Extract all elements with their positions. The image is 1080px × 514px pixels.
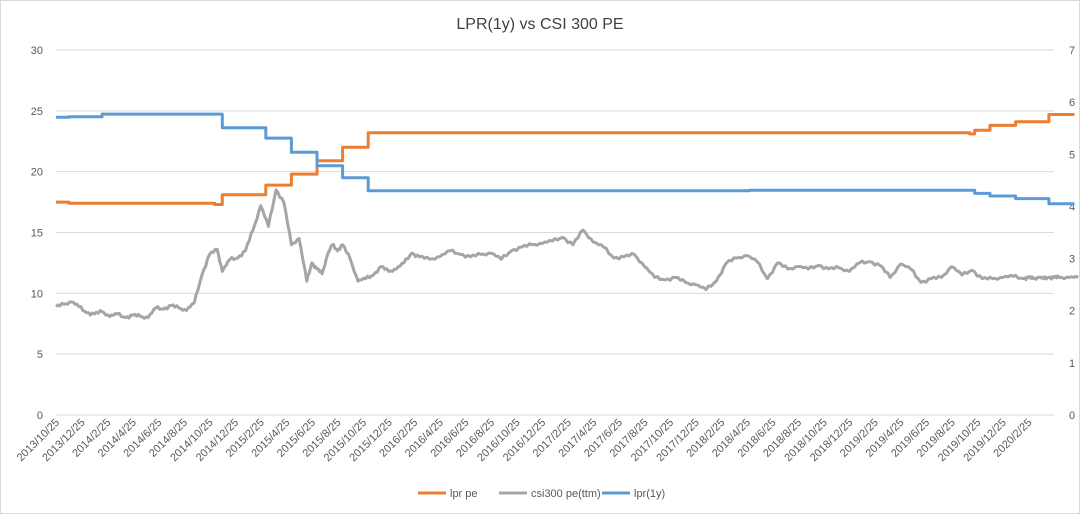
series-lines <box>54 112 1080 320</box>
series-csi300-pe-line <box>54 188 1080 320</box>
y-axis-right: 0 1 2 3 4 5 6 7 <box>1069 45 1075 422</box>
series-lpr-pe-line <box>56 113 1075 206</box>
y-right-tick-label: 6 <box>1069 97 1075 109</box>
y-right-tick-label: 3 <box>1069 254 1075 266</box>
y-left-tick-label: 20 <box>31 167 43 179</box>
y-right-tick-label: 4 <box>1069 201 1075 213</box>
y-right-tick-label: 0 <box>1069 410 1075 422</box>
y-left-tick-label: 5 <box>37 349 43 361</box>
legend-label: csi300 pe(ttm) <box>531 488 601 500</box>
y-right-tick-label: 7 <box>1069 45 1075 57</box>
y-right-tick-label: 2 <box>1069 306 1075 318</box>
y-right-tick-label: 5 <box>1069 149 1075 161</box>
legend-label: lpr(1y) <box>634 488 665 500</box>
y-left-tick-label: 30 <box>31 45 43 57</box>
y-right-tick-label: 1 <box>1069 358 1075 370</box>
legend-label: lpr pe <box>450 488 478 500</box>
x-axis: 2013/10/252013/12/252014/2/252014/4/2520… <box>15 417 1035 464</box>
y-left-tick-label: 10 <box>31 288 43 300</box>
y-left-tick-label: 25 <box>31 106 43 118</box>
y-left-tick-label: 0 <box>37 410 43 422</box>
chart-title: LPR(1y) vs CSI 300 PE <box>456 16 623 33</box>
y-axis-left: 0 5 10 15 20 25 30 <box>31 45 43 422</box>
legend: lpr pe csi300 pe(ttm) lpr(1y) <box>418 488 665 500</box>
y-left-tick-label: 15 <box>31 228 43 240</box>
gridlines <box>56 49 1054 416</box>
series-lpr-1y-line <box>56 112 1075 206</box>
